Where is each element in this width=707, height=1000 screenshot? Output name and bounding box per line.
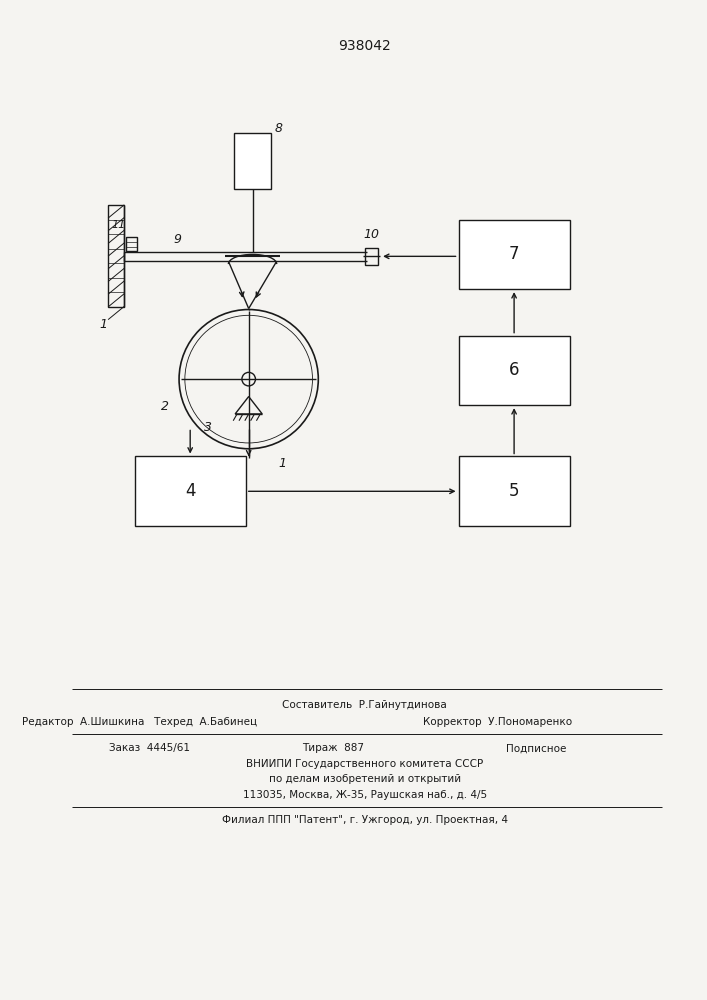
Text: 9: 9 xyxy=(173,233,181,246)
Text: Составитель  Р.Гайнутдинова: Составитель Р.Гайнутдинова xyxy=(282,700,447,710)
Text: 938042: 938042 xyxy=(339,39,391,53)
Text: Корректор  У.Пономаренко: Корректор У.Пономаренко xyxy=(423,717,572,727)
Bar xyxy=(459,220,570,289)
Text: 7: 7 xyxy=(509,245,520,263)
Bar xyxy=(459,456,570,526)
Text: 1: 1 xyxy=(100,318,107,331)
Text: 113035, Москва, Ж-35, Раушская наб., д. 4/5: 113035, Москва, Ж-35, Раушская наб., д. … xyxy=(243,790,487,800)
Bar xyxy=(134,456,246,526)
Text: ВНИИПИ Государственного комитета СССР: ВНИИПИ Государственного комитета СССР xyxy=(246,759,484,769)
Text: 11: 11 xyxy=(111,220,125,230)
Text: 3: 3 xyxy=(204,421,212,434)
Text: Тираж  887: Тираж 887 xyxy=(302,743,364,753)
Bar xyxy=(234,133,271,189)
Bar xyxy=(108,205,124,307)
Text: Заказ  4445/61: Заказ 4445/61 xyxy=(109,743,189,753)
Text: 8: 8 xyxy=(274,122,283,135)
Text: 1: 1 xyxy=(279,457,286,470)
Text: 4: 4 xyxy=(185,482,195,500)
Bar xyxy=(126,237,137,251)
Text: 2: 2 xyxy=(160,400,168,413)
Text: Филиал ППП "Патент", г. Ужгород, ул. Проектная, 4: Филиал ППП "Патент", г. Ужгород, ул. Про… xyxy=(222,815,508,825)
Text: по делам изобретений и открытий: по делам изобретений и открытий xyxy=(269,774,461,784)
Text: Подписное: Подписное xyxy=(506,743,566,753)
Text: 6: 6 xyxy=(509,361,520,379)
Text: Редактор  А.Шишкина   Техред  А.Бабинец: Редактор А.Шишкина Техред А.Бабинец xyxy=(22,717,257,727)
Bar xyxy=(459,336,570,405)
Bar xyxy=(365,248,378,265)
Text: 5: 5 xyxy=(509,482,520,500)
Text: 10: 10 xyxy=(363,228,380,241)
